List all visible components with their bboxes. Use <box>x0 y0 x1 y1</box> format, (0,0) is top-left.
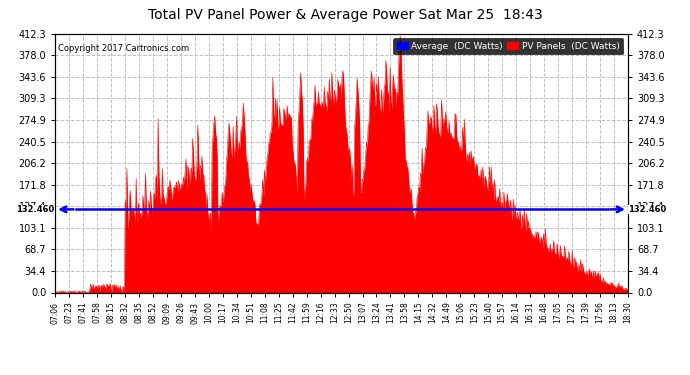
Legend: Average  (DC Watts), PV Panels  (DC Watts): Average (DC Watts), PV Panels (DC Watts) <box>393 38 623 54</box>
Text: Total PV Panel Power & Average Power Sat Mar 25  18:43: Total PV Panel Power & Average Power Sat… <box>148 8 542 21</box>
Text: 132.460: 132.460 <box>629 205 667 214</box>
Text: 132.460: 132.460 <box>17 205 55 214</box>
Text: Copyright 2017 Cartronics.com: Copyright 2017 Cartronics.com <box>58 44 189 53</box>
